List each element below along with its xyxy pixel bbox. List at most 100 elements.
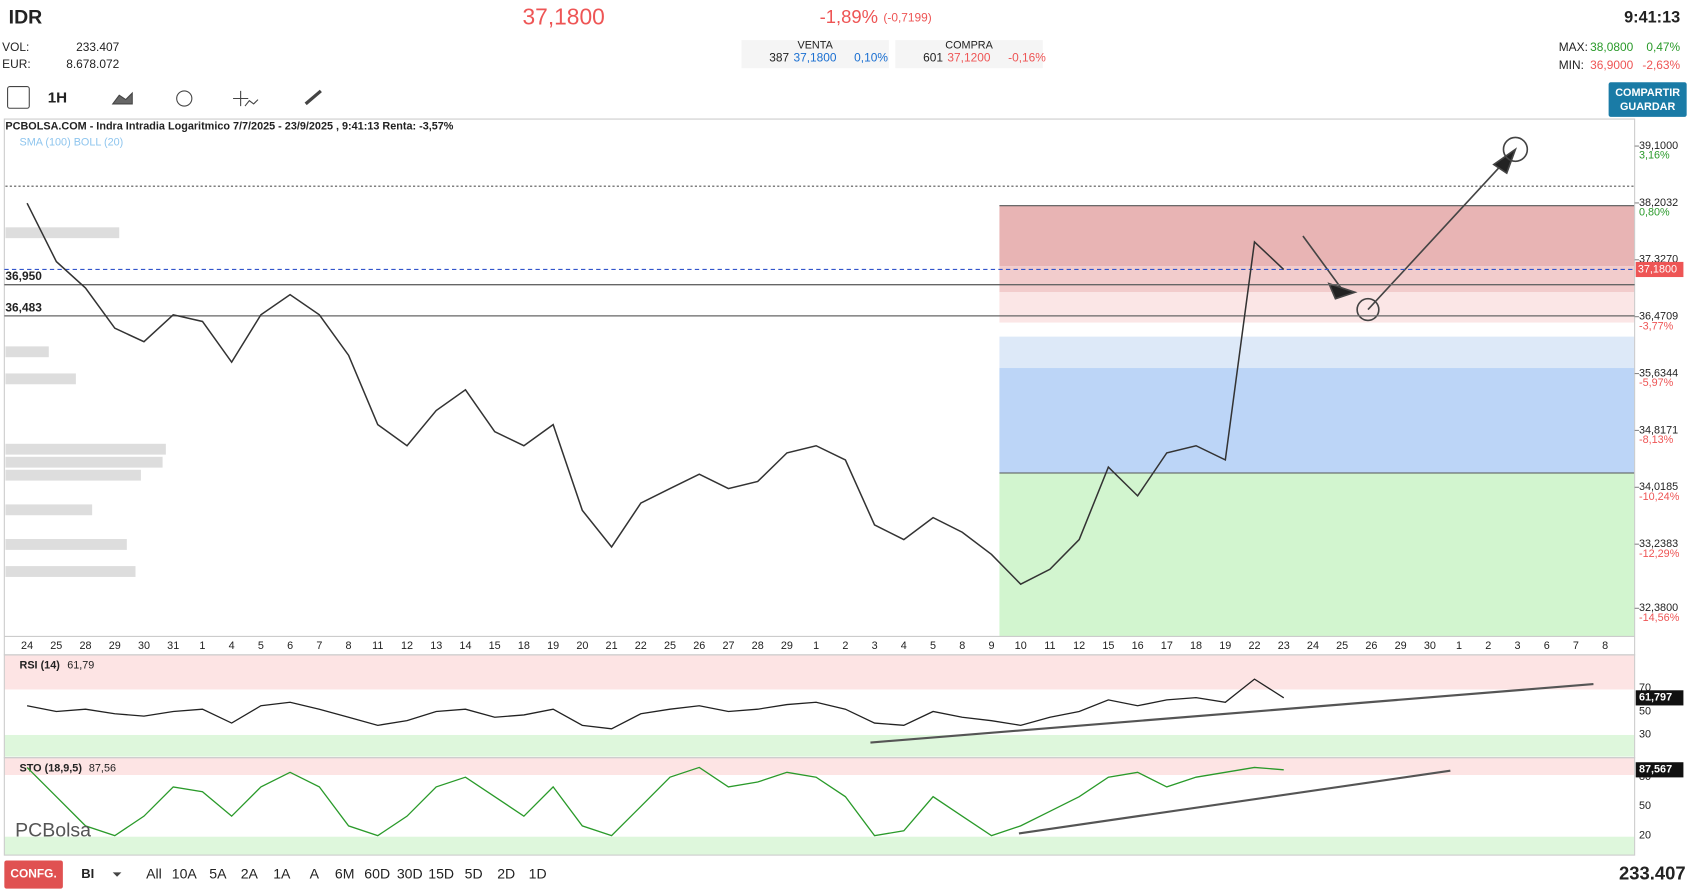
range-button[interactable]: All xyxy=(146,865,162,881)
x-tick-label: 30 xyxy=(1424,640,1436,652)
rsi-label: RSI (14) xyxy=(20,660,61,672)
range-button[interactable]: 1D xyxy=(529,865,547,881)
x-tick-label: 13 xyxy=(430,640,442,652)
panel-toggle[interactable] xyxy=(7,86,30,109)
interval[interactable]: 1H xyxy=(48,90,67,107)
chart-type[interactable] xyxy=(111,91,133,105)
save[interactable]: GUARDAR xyxy=(1620,101,1676,113)
x-tick-label: 5 xyxy=(258,640,264,652)
x-tick-label: 1 xyxy=(813,640,819,652)
change: -1,89% xyxy=(820,6,878,27)
config[interactable]: CONFG. xyxy=(10,867,56,881)
x-tick-label: 11 xyxy=(372,640,383,652)
indicators[interactable] xyxy=(233,90,259,107)
volume-profile xyxy=(5,227,166,577)
x-tick-label: 7 xyxy=(316,640,322,652)
zones xyxy=(5,185,1635,637)
vol: 233.407 xyxy=(76,40,119,54)
rsi-value-box xyxy=(1635,690,1684,706)
range-button[interactable]: 30D xyxy=(397,865,423,881)
y-tick-pct: 3,16% xyxy=(1639,150,1670,162)
x-tick-label: 21 xyxy=(606,640,618,652)
venta-label: VENTA xyxy=(797,39,833,51)
x-tick-label: 29 xyxy=(1395,640,1407,652)
min-label: MIN: xyxy=(1559,58,1584,72)
settings[interactable] xyxy=(176,90,193,107)
eur: 8.678.072 xyxy=(66,57,119,71)
range-button[interactable]: 5D xyxy=(465,865,483,881)
x-tick-label: 4 xyxy=(229,640,235,652)
x-tick-label: 6 xyxy=(1544,640,1550,652)
time: 9:41:13 xyxy=(1624,9,1680,27)
y-tick-label: 34,0185 xyxy=(1639,481,1678,493)
config-button[interactable] xyxy=(4,860,63,889)
x-tick-label: 29 xyxy=(781,640,793,652)
y-tick-label: 36,4709 xyxy=(1639,311,1678,323)
x-tick-label: 5 xyxy=(930,640,936,652)
logo: PCBolsa xyxy=(15,819,91,841)
draw-tool[interactable] xyxy=(304,89,322,106)
x-tick-label: 10 xyxy=(1015,640,1027,652)
range-button[interactable]: 2D xyxy=(497,865,515,881)
toolbar-icons xyxy=(7,86,322,109)
sto-line xyxy=(26,766,1284,837)
compra-box xyxy=(895,40,1043,69)
sto-label: STO (18,9,5) xyxy=(20,762,83,774)
share-button[interactable] xyxy=(1608,82,1687,117)
venta-pct: 0,10% xyxy=(854,51,888,65)
symbol: IDR xyxy=(9,7,43,29)
range-button[interactable]: 6M xyxy=(335,865,355,881)
x-tick-label: 6 xyxy=(287,640,293,652)
x-tick-label: 28 xyxy=(752,640,764,652)
x-tick-label: 29 xyxy=(109,640,121,652)
rsi-tick: 30 xyxy=(1639,728,1651,740)
sto-axis-value: 87,567 xyxy=(1639,764,1672,776)
mode[interactable]: BI xyxy=(81,866,94,881)
level-label: 36,483 xyxy=(5,300,42,314)
x-tick-label: 17 xyxy=(1161,640,1173,652)
rsi-tick: 50 xyxy=(1639,705,1651,717)
venta-price: 37,1800 xyxy=(793,51,836,65)
x-tick-label: 3 xyxy=(1515,640,1521,652)
x-tick-label: 15 xyxy=(1102,640,1114,652)
range-button[interactable]: 1A xyxy=(273,865,291,881)
x-tick-label: 1 xyxy=(199,640,205,652)
x-tick-label: 30 xyxy=(138,640,150,652)
x-tick-label: 24 xyxy=(21,640,33,652)
range-button[interactable]: 5A xyxy=(209,865,227,881)
sto-value-box xyxy=(1635,762,1684,778)
venta-qty: 387 xyxy=(769,51,789,65)
range-button[interactable]: 60D xyxy=(364,865,390,881)
compra-price: 37,1200 xyxy=(947,51,990,65)
range-button[interactable]: 15D xyxy=(428,865,454,881)
y-tick-label: 35,6344 xyxy=(1639,367,1678,379)
y-tick-pct: -8,13% xyxy=(1639,434,1674,446)
eur-label: EUR: xyxy=(2,57,30,71)
range-button[interactable]: 10A xyxy=(172,865,198,881)
x-tick-label: 27 xyxy=(722,640,734,652)
compra-label: COMPRA xyxy=(945,39,993,51)
share[interactable]: COMPARTIR xyxy=(1615,87,1680,99)
x-tick-label: 31 xyxy=(167,640,179,652)
range-button[interactable]: 2A xyxy=(241,865,259,881)
rsi-axis-value: 61,797 xyxy=(1639,692,1672,704)
y-tick-pct: -14,56% xyxy=(1639,612,1680,624)
compra-qty: 601 xyxy=(923,51,943,65)
x-tick-label: 26 xyxy=(693,640,705,652)
x-tick-label: 26 xyxy=(1365,640,1377,652)
y-tick-pct: -3,77% xyxy=(1639,320,1674,332)
x-tick-label: 22 xyxy=(635,640,647,652)
x-tick-label: 9 xyxy=(988,640,994,652)
y-tick-label: 39,1000 xyxy=(1639,140,1678,152)
y-tick-label: 33,2383 xyxy=(1639,538,1678,550)
y-tick-pct: 0,80% xyxy=(1639,207,1670,219)
y-tick-pct: -10,24% xyxy=(1639,491,1680,503)
frames xyxy=(3,118,1636,856)
x-tick-label: 2 xyxy=(842,640,848,652)
x-tick-label: 4 xyxy=(901,640,907,652)
sto-overbought xyxy=(4,757,1635,776)
x-tick-label: 11 xyxy=(1044,640,1055,652)
y-tick-pct: -12,29% xyxy=(1639,548,1680,560)
vol-label: VOL: xyxy=(2,40,29,54)
range-button[interactable]: A xyxy=(310,865,320,881)
